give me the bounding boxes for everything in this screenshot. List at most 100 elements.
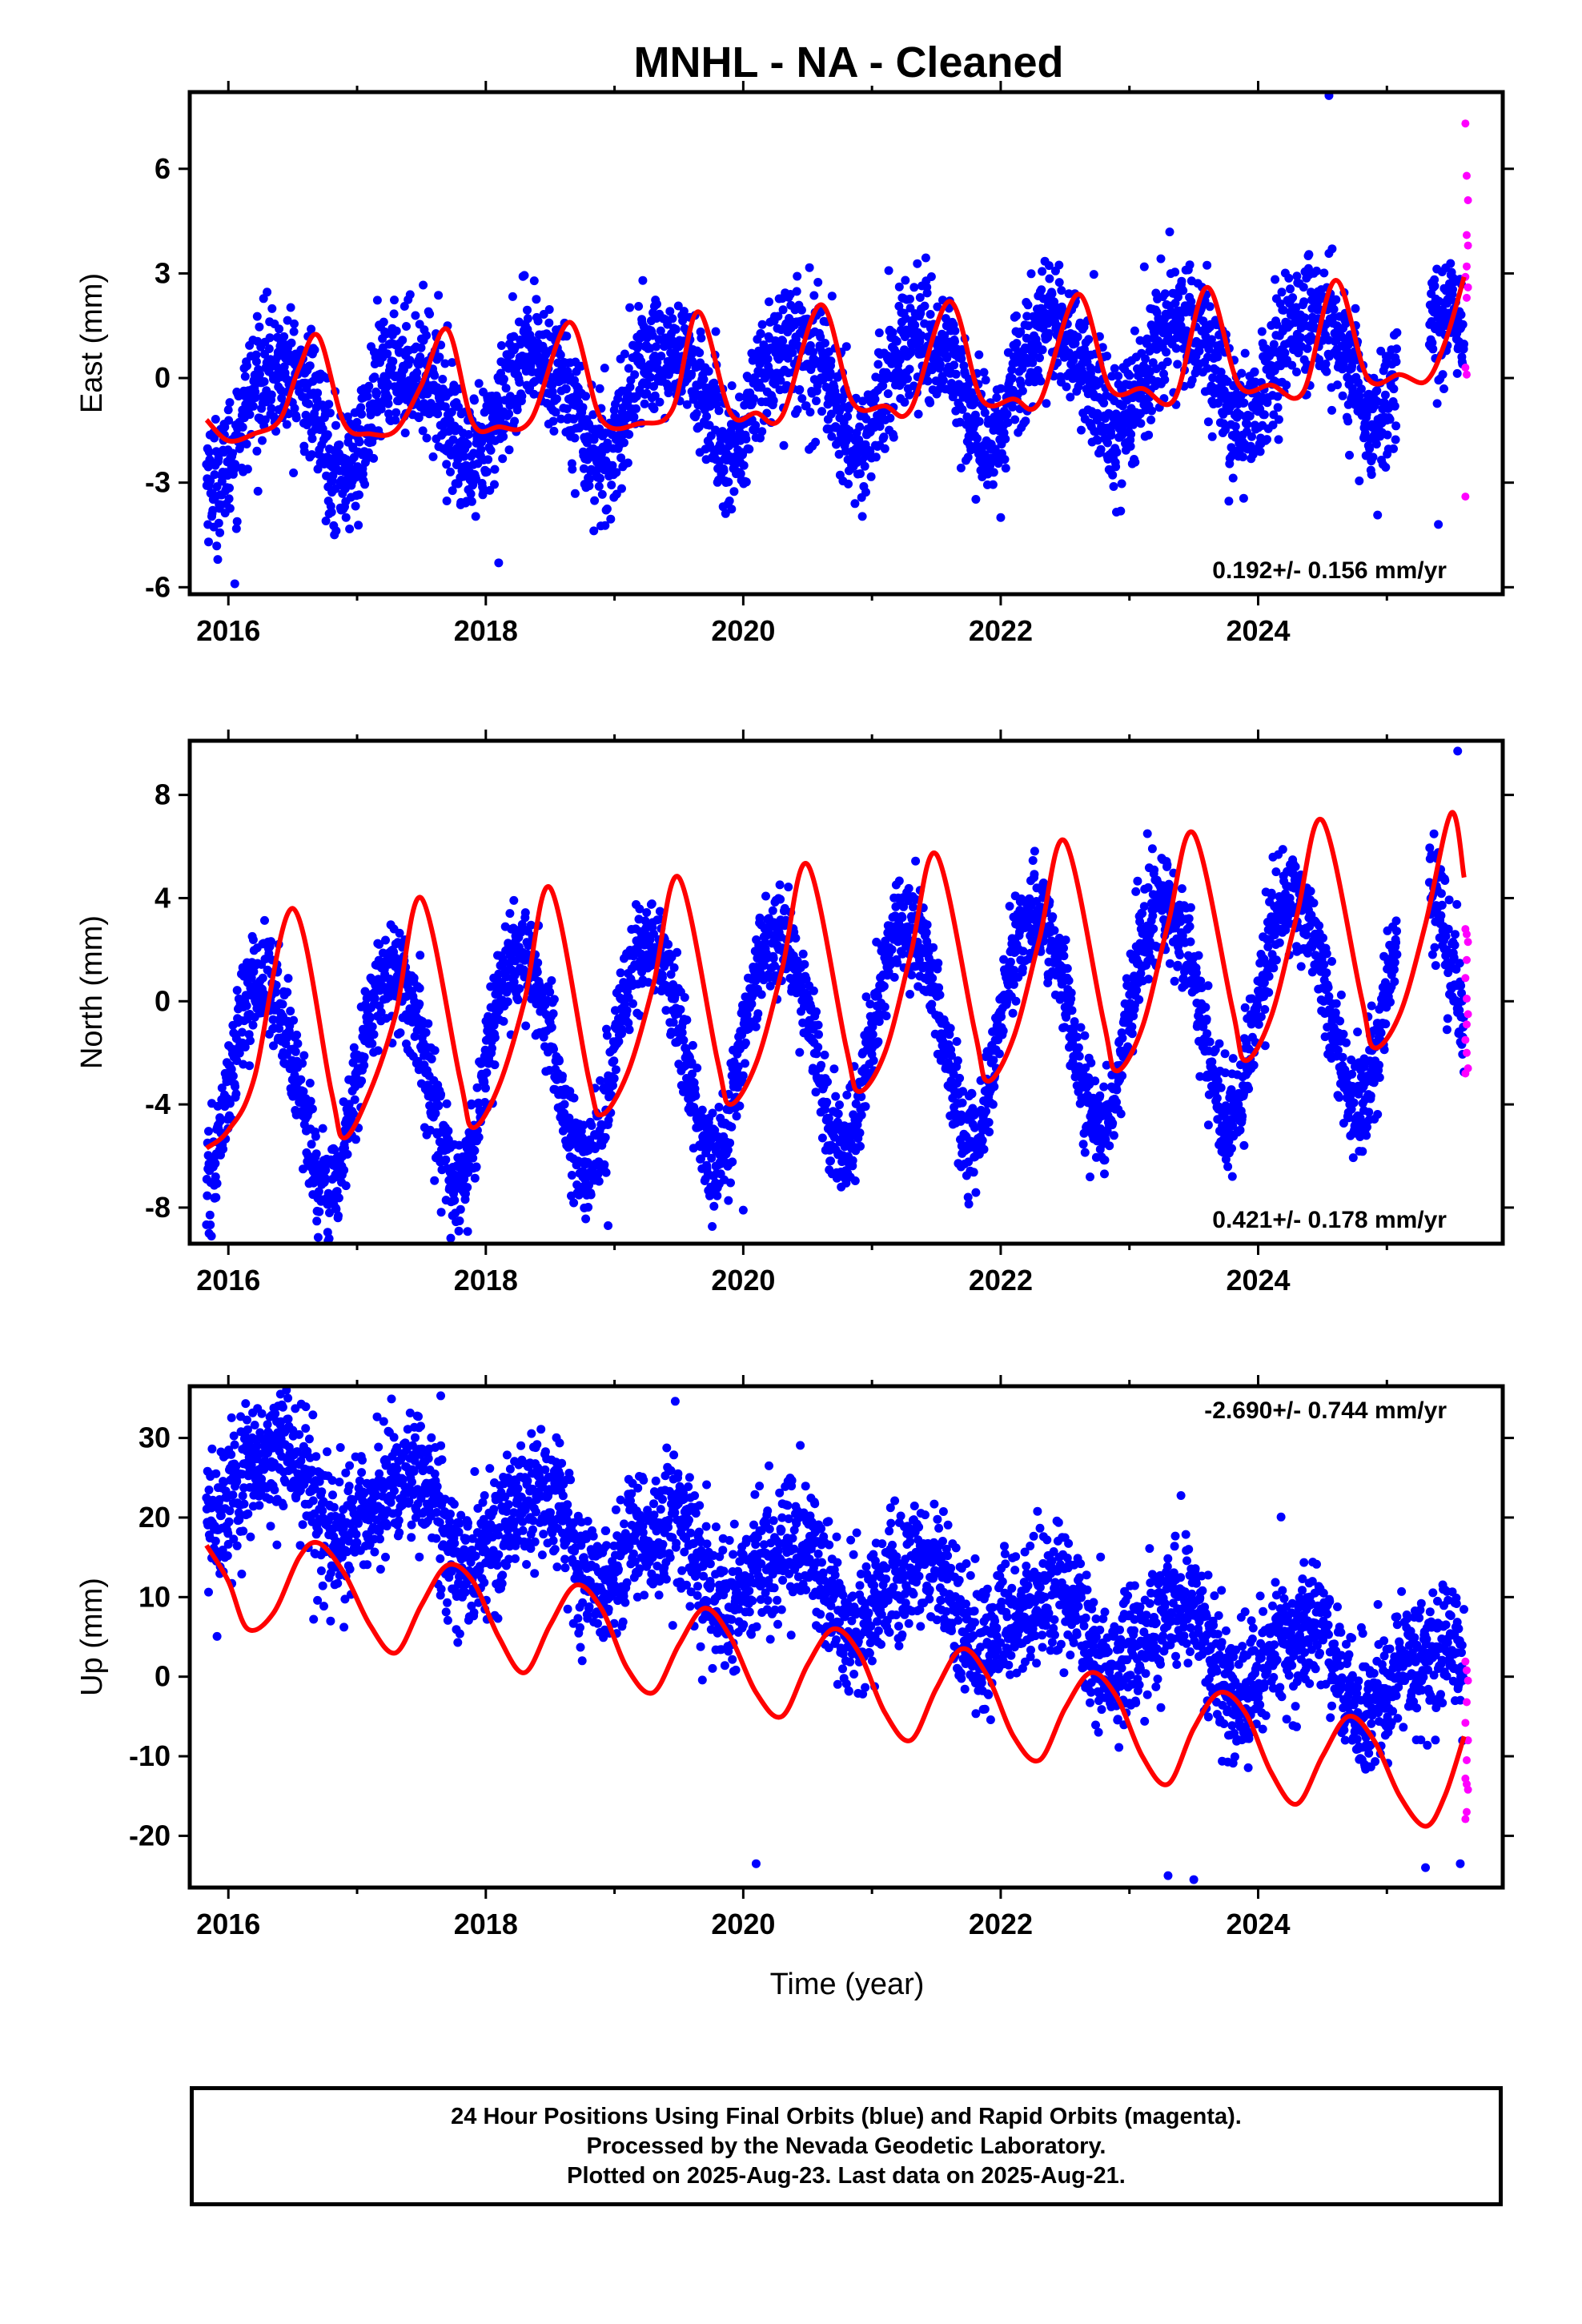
data-point [442,1099,452,1108]
data-point [358,469,367,479]
data-point [448,486,457,496]
data-point [1284,273,1294,283]
data-point [773,312,783,321]
data-point [228,448,237,458]
data-point [431,1108,440,1118]
data-point [460,452,469,461]
x-tick-label: 2018 [454,614,518,647]
data-point [544,305,554,314]
data-point [1042,399,1051,408]
data-point [901,275,910,285]
data-point [1098,343,1107,352]
data-point [496,341,506,350]
y-tick-label: 0 [155,361,171,394]
data-point [801,401,811,411]
data-point [979,368,989,377]
data-point [1125,371,1134,380]
data-point [797,394,807,404]
data-point [579,1120,588,1130]
data-point [793,271,802,281]
east-fit-curve [204,275,1467,444]
data-point [213,555,223,565]
data-point [215,1116,225,1126]
data-point [341,513,351,522]
data-point [1173,360,1182,369]
x-tick-label: 2016 [196,614,260,647]
data-point [389,309,399,319]
data-point [1460,340,1468,349]
data-point [383,349,392,359]
data-point [688,356,697,366]
data-point [248,401,258,411]
data-point [291,413,301,423]
data-point [697,1154,705,1164]
data-point [383,399,393,408]
data-point [1135,336,1145,345]
data-point [1237,368,1247,378]
data-point [624,993,633,1003]
data-point [974,350,984,360]
data-point [231,524,241,533]
data-point [628,999,637,1008]
data-point [547,976,556,985]
data-point [581,1214,591,1224]
data-point [1224,497,1234,506]
data-point [225,398,235,408]
data-point [305,1079,315,1088]
data-point [1065,348,1074,358]
data-point [520,271,529,280]
data-point [1077,425,1086,435]
data-point [708,1222,717,1231]
data-point [1333,380,1342,390]
data-point [600,1132,610,1142]
data-point [795,385,805,394]
data-point [607,480,616,490]
data-point [874,328,884,338]
data-point [850,499,860,509]
data-point [419,280,428,290]
data-point [1047,289,1057,299]
data-point [240,372,250,381]
data-point [360,987,370,996]
data-point [517,392,527,401]
data-point [204,448,214,456]
data-point [485,485,495,495]
data-point [372,388,381,398]
data-point [299,447,309,456]
data-point [658,973,667,982]
data-point [219,1144,228,1154]
data-point [625,303,635,312]
data-point [240,1043,250,1051]
data-point [652,342,661,352]
data-point [231,460,240,469]
data-point [875,422,885,431]
data-point [756,433,765,443]
data-point [470,1146,480,1156]
data-point [455,1140,464,1150]
data-point [889,432,898,442]
data-point [834,449,844,459]
data-point [1171,344,1181,353]
data-point [206,476,215,485]
data-point [702,412,712,421]
data-point [430,371,440,380]
data-point [263,287,272,297]
data-point [529,276,539,286]
data-point [307,1104,317,1114]
data-point [1381,463,1391,472]
x-tick-label: 2024 [1226,614,1290,647]
data-point [350,1095,359,1104]
data-point [1287,360,1297,370]
data-point [400,428,410,438]
data-point [926,398,935,408]
data-point [467,1099,476,1108]
data-point [390,296,399,305]
data-point [205,1210,215,1220]
data-point [1054,260,1064,270]
data-point [1106,431,1116,440]
data-point [624,430,634,439]
data-point [765,367,774,376]
data-point [1185,260,1195,270]
data-point [1186,297,1196,306]
